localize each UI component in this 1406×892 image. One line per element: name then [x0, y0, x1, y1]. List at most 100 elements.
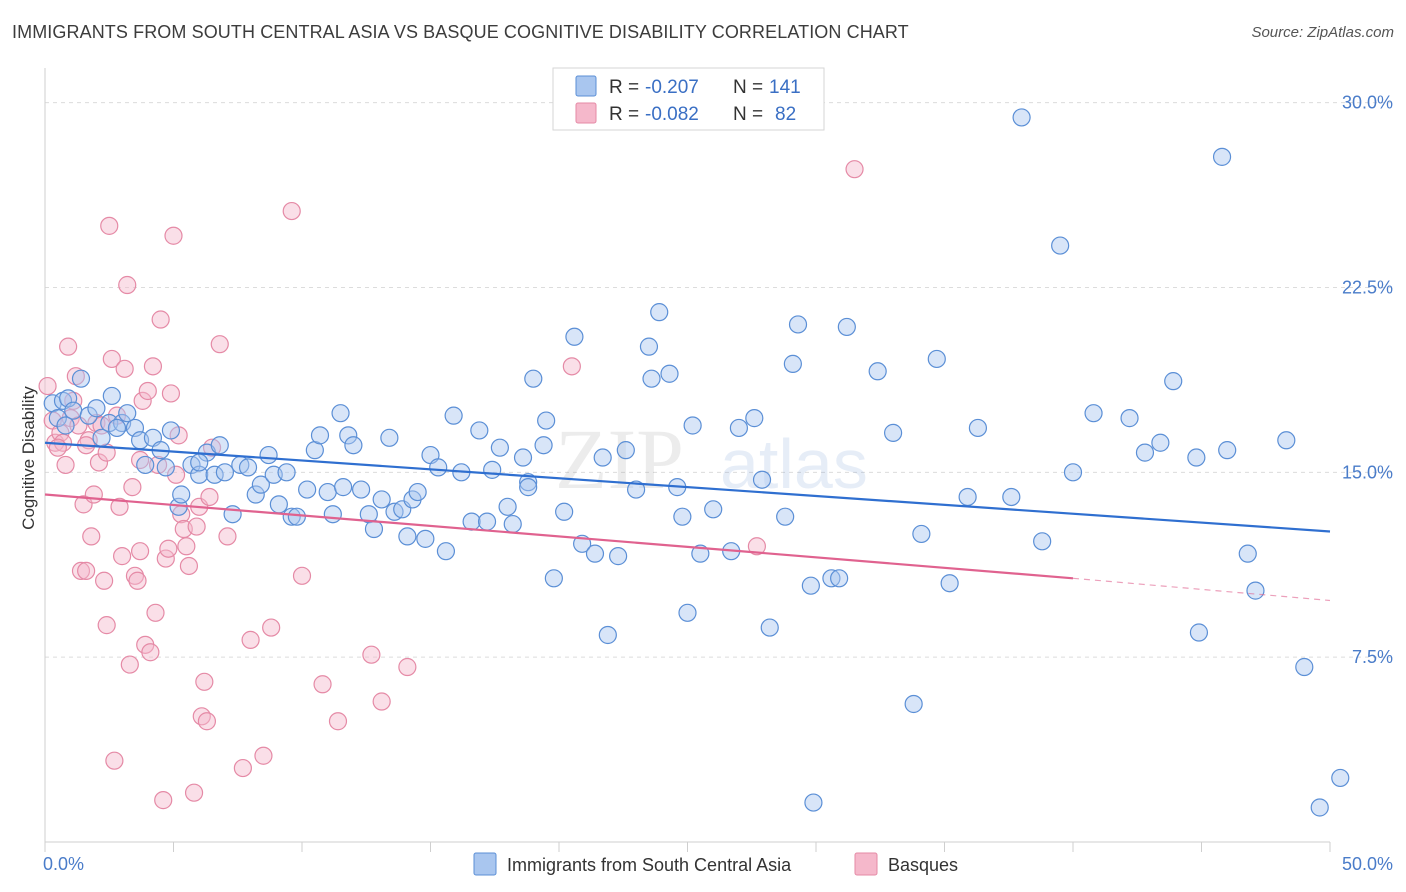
south-central-asia-point — [1033, 532, 1052, 551]
south-central-asia-point — [372, 490, 391, 509]
south-central-asia-point — [246, 485, 265, 504]
south-central-asia-point — [673, 507, 692, 526]
watermark-zip: ZIP — [555, 411, 684, 507]
y-tick-label: 7.5% — [1352, 647, 1393, 667]
basques-point — [120, 655, 139, 674]
south-central-asia-point — [323, 505, 342, 524]
south-central-asia-point — [1238, 544, 1257, 563]
south-central-asia-point — [660, 364, 679, 383]
bottom-legend-label-pink: Basques — [888, 855, 958, 875]
basques-point — [313, 675, 332, 694]
south-central-asia-point — [1189, 623, 1209, 642]
legend-n-label-1: N = — [733, 77, 763, 98]
south-central-asia-point — [729, 418, 749, 438]
south-central-asia-point — [1295, 657, 1314, 677]
south-central-asia-point — [172, 485, 191, 504]
south-central-asia-point — [190, 453, 209, 472]
south-central-asia-point — [269, 495, 288, 514]
south-central-asia-point — [48, 409, 67, 428]
south-central-asia-point — [1135, 443, 1155, 462]
south-central-asia-point — [107, 418, 127, 438]
south-central-asia-point — [1331, 768, 1350, 788]
basques-point — [197, 712, 217, 731]
basques-point — [292, 566, 312, 585]
south-central-asia-point — [136, 455, 155, 475]
south-central-asia-point — [210, 436, 229, 455]
south-central-asia-point — [364, 519, 384, 539]
legend-r-value-1: -0.207 — [645, 77, 699, 98]
south-central-asia-point — [534, 436, 553, 455]
south-central-asia-point — [1084, 404, 1103, 423]
basques-point — [328, 712, 348, 731]
south-central-asia-point — [837, 317, 856, 337]
south-central-asia-point — [678, 603, 697, 622]
south-central-asia-point — [259, 445, 278, 465]
south-central-asia-point — [883, 423, 903, 442]
basques-point — [115, 359, 134, 378]
south-central-asia-point — [331, 404, 350, 423]
south-central-asia-point — [537, 411, 556, 430]
south-central-asia-point — [585, 544, 605, 563]
basques-point — [845, 160, 864, 179]
south-central-asia-point — [1051, 236, 1070, 255]
basques-point — [200, 487, 219, 507]
basques-point — [82, 527, 101, 546]
basques-point — [130, 542, 150, 561]
south-central-asia-point — [1002, 487, 1021, 507]
south-central-asia-point — [79, 406, 98, 425]
source-label: Source: ZipAtlas.com — [1251, 24, 1394, 41]
south-central-asia-point — [498, 497, 517, 516]
south-central-asia-point — [1212, 147, 1232, 166]
trend-lines — [44, 441, 1331, 602]
basques-point — [102, 349, 121, 369]
basques-point — [143, 357, 163, 376]
basques-points — [38, 160, 864, 810]
basques-point — [133, 391, 152, 410]
south-central-asia-point — [593, 448, 612, 467]
basques-trend-extension — [1072, 577, 1331, 602]
south-central-asia-point — [565, 327, 584, 346]
basques-point — [146, 603, 165, 622]
south-central-asia-point — [958, 487, 977, 507]
south-central-asia-point — [339, 426, 358, 445]
south-central-asia-point — [436, 542, 456, 561]
south-central-asia-point — [639, 337, 659, 356]
south-central-asia-point — [238, 458, 258, 477]
south-central-asia-point — [1012, 108, 1031, 127]
basques-point — [233, 758, 252, 778]
south-central-asia-point — [830, 569, 849, 588]
basques-point — [95, 571, 114, 590]
basques-trend-line — [44, 493, 1074, 580]
south-central-asia-point — [334, 478, 353, 497]
basques-point — [187, 517, 206, 536]
basques-point — [151, 310, 170, 329]
south-central-asia-point — [650, 303, 669, 322]
south-central-asia-point — [555, 502, 574, 521]
south-central-asia-point — [156, 458, 175, 477]
south-central-asia-point — [745, 409, 764, 428]
basques-point — [110, 497, 129, 516]
basques-point — [71, 561, 91, 581]
south-central-asia-point — [483, 460, 502, 479]
south-central-asia-point — [118, 404, 137, 423]
south-central-asia-point — [102, 386, 121, 406]
basques-point — [282, 201, 301, 221]
south-central-asia-point — [513, 448, 533, 467]
legend-n-value-1: 141 — [769, 77, 801, 98]
south-central-asia-point — [429, 458, 448, 477]
y-tick-label: 22.5% — [1342, 277, 1393, 297]
basques-point — [48, 438, 67, 457]
basques-point — [398, 657, 417, 677]
basques-point — [84, 485, 103, 504]
south-central-asia-point — [344, 436, 363, 455]
basques-point — [56, 455, 75, 475]
south-central-asia-point — [752, 470, 772, 489]
south-central-asia-point — [310, 426, 330, 445]
south-central-asia-point — [490, 438, 509, 457]
basques-point — [210, 335, 229, 354]
south-central-asia-point — [380, 428, 399, 447]
south-central-asia-point — [783, 354, 802, 373]
bottom-legend-label-blue: Immigrants from South Central Asia — [507, 855, 792, 875]
legend-r-label-1: R = — [609, 77, 639, 98]
